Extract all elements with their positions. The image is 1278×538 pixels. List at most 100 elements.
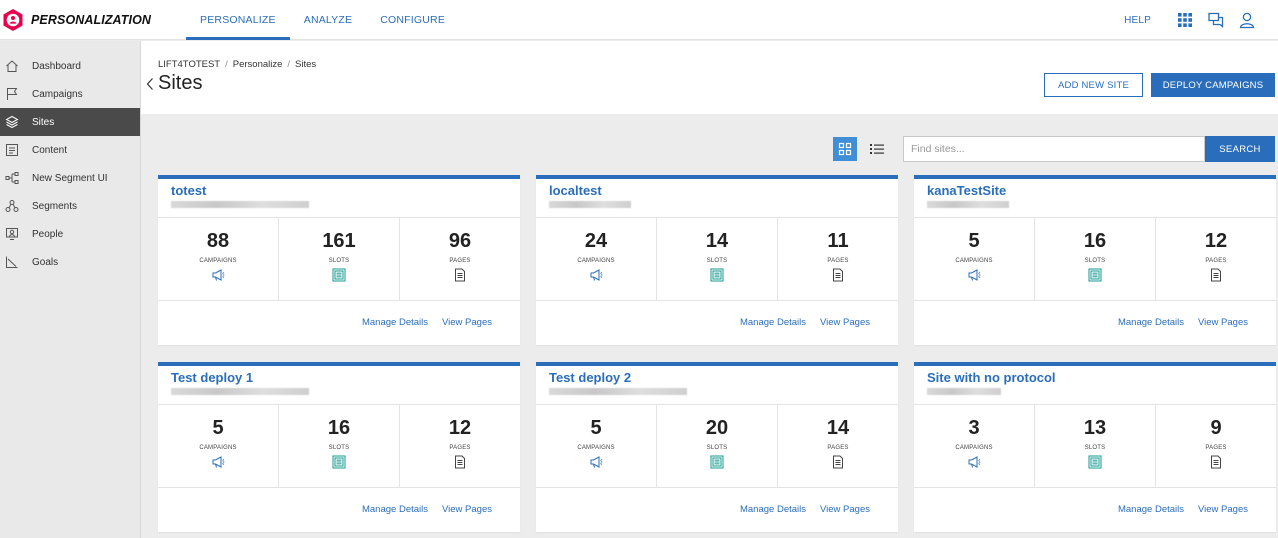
- site-name-link[interactable]: totest: [171, 183, 207, 198]
- slots-count: 13: [1083, 417, 1107, 439]
- stat-pages: 96 PAGES: [400, 218, 520, 300]
- sidebar-item-label: Goals: [32, 256, 59, 268]
- site-stats: 88 CAMPAIGNS 161 SLOTS 96 PAGES: [158, 217, 520, 301]
- top-bar: PERSONALIZATION PERSONALIZE ANALYZE CONF…: [0, 0, 1278, 40]
- sidebar-item-content[interactable]: Content: [0, 136, 140, 164]
- megaphone-icon: [212, 269, 225, 281]
- tab-configure[interactable]: CONFIGURE: [380, 14, 446, 26]
- site-name-link[interactable]: localtest: [549, 183, 602, 198]
- site-card: localtest 24 CAMPAIGNS 14 SLOTS 11 PAGES…: [536, 175, 898, 345]
- breadcrumb-account[interactable]: LIFT4TOTEST: [158, 59, 221, 70]
- site-card: totest 88 CAMPAIGNS 161 SLOTS 96 PAGES M…: [158, 175, 520, 345]
- card-links: Manage Details View Pages: [1104, 317, 1248, 328]
- pages-label: PAGES: [1205, 258, 1227, 264]
- layers-icon: [5, 115, 19, 129]
- sidebar-item-label: Segments: [32, 200, 78, 212]
- sidebar-item-sites[interactable]: Sites: [0, 108, 140, 136]
- logo[interactable]: PERSONALIZATION: [0, 7, 151, 33]
- stat-campaigns: 5 CAMPAIGNS: [158, 405, 279, 487]
- manage-details-link[interactable]: Manage Details: [739, 317, 806, 328]
- slots-icon: [332, 268, 346, 282]
- page-document-icon: [833, 455, 843, 469]
- stat-pages: 14 PAGES: [778, 405, 898, 487]
- main-nav: PERSONALIZE ANALYZE CONFIGURE: [186, 0, 459, 40]
- stat-pages: 12 PAGES: [400, 405, 520, 487]
- site-name-link[interactable]: Site with no protocol: [927, 370, 1056, 385]
- megaphone-icon: [968, 269, 981, 281]
- site-card: Test deploy 1 5 CAMPAIGNS 16 SLOTS 12 PA…: [158, 362, 520, 532]
- search-input[interactable]: [903, 136, 1205, 162]
- deploy-campaigns-button[interactable]: DEPLOY CAMPAIGNS: [1151, 73, 1275, 97]
- tab-analyze[interactable]: ANALYZE: [303, 14, 353, 26]
- slots-label: SLOTS: [706, 445, 728, 451]
- campaigns-count: 5: [590, 417, 602, 439]
- slots-count: 16: [327, 417, 351, 439]
- view-pages-link[interactable]: View Pages: [820, 317, 870, 328]
- sidebar-item-campaigns[interactable]: Campaigns: [0, 80, 140, 108]
- list-view-icon: [870, 144, 884, 154]
- stat-pages: 9 PAGES: [1156, 405, 1276, 487]
- user-account-icon[interactable]: [1238, 11, 1256, 29]
- view-pages-link[interactable]: View Pages: [1198, 317, 1248, 328]
- view-pages-link[interactable]: View Pages: [820, 504, 870, 515]
- site-card: Site with no protocol 3 CAMPAIGNS 13 SLO…: [914, 362, 1276, 532]
- view-pages-link[interactable]: View Pages: [442, 317, 492, 328]
- card-links: Manage Details View Pages: [726, 317, 870, 328]
- search-button[interactable]: SEARCH: [1205, 136, 1275, 162]
- manage-details-link[interactable]: Manage Details: [1117, 504, 1184, 515]
- megaphone-icon: [212, 456, 225, 468]
- view-pages-link[interactable]: View Pages: [1198, 504, 1248, 515]
- manage-details-link[interactable]: Manage Details: [739, 504, 806, 515]
- site-url-redacted: [549, 388, 687, 395]
- stat-slots: 161 SLOTS: [279, 218, 400, 300]
- manage-details-link[interactable]: Manage Details: [361, 317, 428, 328]
- slots-icon: [1088, 268, 1102, 282]
- campaigns-count: 5: [212, 417, 224, 439]
- sidebar-item-goals[interactable]: Goals: [0, 248, 140, 276]
- sidebar-item-label: Content: [32, 144, 68, 156]
- sidebar-item-segments[interactable]: Segments: [0, 192, 140, 220]
- grid-view-toggle[interactable]: [833, 137, 857, 161]
- stat-slots: 20 SLOTS: [657, 405, 778, 487]
- manage-details-link[interactable]: Manage Details: [361, 504, 428, 515]
- sidebar-item-new-segment-ui[interactable]: New Segment UI: [0, 164, 140, 192]
- people-icon: [6, 228, 18, 240]
- breadcrumb-personalize[interactable]: Personalize: [232, 59, 283, 70]
- stat-slots: 16 SLOTS: [279, 405, 400, 487]
- slots-icon: [1088, 455, 1102, 469]
- goals-chart-icon: [6, 256, 18, 268]
- slots-label: SLOTS: [328, 445, 350, 451]
- sidebar-item-label: Campaigns: [32, 88, 83, 100]
- list-view-toggle[interactable]: [865, 137, 889, 161]
- sidebar-item-people[interactable]: People: [0, 220, 140, 248]
- card-links: Manage Details View Pages: [348, 504, 492, 515]
- stat-campaigns: 24 CAMPAIGNS: [536, 218, 657, 300]
- view-pages-link[interactable]: View Pages: [442, 504, 492, 515]
- site-stats: 3 CAMPAIGNS 13 SLOTS 9 PAGES: [914, 404, 1276, 488]
- page-title: Sites: [158, 72, 203, 94]
- campaigns-label: CAMPAIGNS: [955, 258, 993, 264]
- pages-label: PAGES: [827, 445, 849, 451]
- stat-campaigns: 5 CAMPAIGNS: [536, 405, 657, 487]
- apps-grid-icon[interactable]: [1176, 11, 1194, 29]
- sidebar-item-dashboard[interactable]: Dashboard: [0, 52, 140, 80]
- add-new-site-button[interactable]: ADD NEW SITE: [1044, 73, 1143, 97]
- chat-icon[interactable]: [1207, 11, 1225, 29]
- pages-label: PAGES: [449, 445, 471, 451]
- stat-pages: 12 PAGES: [1156, 218, 1276, 300]
- site-name-link[interactable]: kanaTestSite: [927, 183, 1007, 198]
- site-card: Test deploy 2 5 CAMPAIGNS 20 SLOTS 14 PA…: [536, 362, 898, 532]
- pages-label: PAGES: [827, 258, 849, 264]
- slots-count: 161: [322, 230, 356, 252]
- help-link[interactable]: HELP: [1124, 14, 1151, 26]
- site-name-link[interactable]: Test deploy 2: [549, 370, 632, 385]
- sidebar-item-label: People: [32, 228, 64, 240]
- site-name-link[interactable]: Test deploy 1: [171, 370, 254, 385]
- breadcrumb-sites: Sites: [295, 59, 317, 70]
- app-name: PERSONALIZATION: [31, 13, 152, 27]
- manage-details-link[interactable]: Manage Details: [1117, 317, 1184, 328]
- pages-count: 11: [827, 230, 849, 252]
- tab-personalize[interactable]: PERSONALIZE: [186, 0, 290, 40]
- back-chevron-icon[interactable]: [145, 77, 155, 91]
- slots-label: SLOTS: [328, 258, 350, 264]
